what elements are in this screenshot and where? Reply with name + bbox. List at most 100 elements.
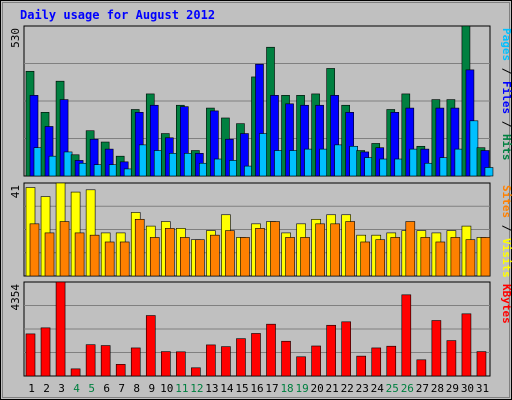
bar-kbytes-day-20 [311, 345, 321, 377]
y-max-label-mid: 41 [9, 185, 22, 198]
bar-pages-day-31 [484, 167, 494, 177]
bar-sites-day-19 [300, 237, 310, 277]
bar-sites-day-26 [405, 221, 416, 277]
bar-sites-day-9 [149, 237, 160, 277]
bar-sites-day-28 [435, 241, 446, 277]
bar-sites-day-18 [285, 237, 295, 277]
x-tick-label: 9 [148, 382, 155, 395]
bar-kbytes-day-24 [371, 347, 382, 377]
x-tick-label: 27 [416, 382, 429, 395]
bar-kbytes-day-22 [341, 321, 351, 377]
bar-kbytes-day-11 [176, 351, 186, 377]
y-max-label-top: 530 [9, 28, 22, 48]
bar-kbytes-day-4 [70, 368, 81, 377]
x-tick-label: 23 [356, 382, 369, 395]
bar-sites-day-22 [345, 221, 355, 277]
bar-sites-day-30 [465, 239, 476, 277]
x-tick-label: 13 [205, 382, 218, 395]
x-tick-label: 10 [160, 382, 173, 395]
legend-label-bot: KBytes [500, 284, 512, 324]
bar-sites-day-16 [255, 228, 265, 277]
legend-hits: Hits [500, 134, 512, 161]
bar-sites-day-11 [180, 237, 190, 277]
x-tick-label: 20 [311, 382, 324, 395]
x-tick-label: 14 [220, 382, 234, 395]
x-tick-label: 11 [175, 382, 188, 395]
bar-sites-day-10 [164, 228, 175, 277]
bar-sites-day-2 [44, 232, 55, 277]
bar-sites-day-12 [195, 239, 205, 277]
bar-kbytes-day-27 [416, 359, 427, 377]
x-tick-label: 8 [133, 382, 140, 395]
bar-kbytes-day-21 [326, 324, 336, 377]
x-tick-label: 17 [265, 382, 278, 395]
bar-kbytes-day-6 [100, 345, 111, 377]
bar-kbytes-day-10 [160, 351, 171, 377]
bar-kbytes-day-8 [130, 347, 141, 377]
bar-kbytes-day-31 [476, 351, 487, 377]
bar-sites-day-24 [375, 239, 386, 277]
x-tick-label: 2 [43, 382, 50, 395]
bar-sites-day-29 [450, 237, 461, 277]
x-tick-label: 3 [58, 382, 65, 395]
bar-kbytes-day-28 [431, 320, 442, 377]
x-tick-label: 19 [295, 382, 308, 395]
x-tick-label: 29 [446, 382, 459, 395]
bar-sites-day-1 [29, 223, 40, 277]
legend-pages: Pages [500, 28, 512, 61]
bar-sites-day-14 [225, 230, 235, 277]
legend-label-mid: Sites / Visits [500, 185, 512, 278]
bar-sites-day-3 [59, 221, 70, 277]
x-tick-label: 24 [371, 382, 385, 395]
legend-label-top: Pages / Files / Hits [500, 28, 512, 161]
bar-sites-day-6 [104, 241, 115, 277]
panel-top: 530 Pages / Files / Hits [9, 25, 512, 177]
legend- /: / [500, 114, 512, 134]
bar-sites-day-4 [74, 232, 85, 277]
bar-kbytes-day-25 [386, 345, 397, 377]
x-tick-label: 6 [103, 382, 110, 395]
x-tick-label: 22 [341, 382, 354, 395]
x-tick-label: 25 [386, 382, 399, 395]
bar-sites-day-5 [89, 234, 100, 277]
bar-sites-day-31 [480, 237, 491, 277]
bar-sites-day-13 [210, 234, 220, 277]
legend-files: Files [500, 81, 512, 114]
panel-mid: 41 Sites / Visits [9, 182, 512, 278]
bar-sites-day-20 [315, 223, 325, 277]
x-tick-label: 30 [461, 382, 474, 395]
legend-kbytes: KBytes [500, 284, 512, 324]
bar-sites-day-7 [119, 241, 130, 277]
x-tick-label: 28 [431, 382, 444, 395]
bar-kbytes-day-9 [145, 315, 156, 377]
bar-kbytes-day-12 [191, 367, 201, 377]
x-tick-label: 16 [250, 382, 263, 395]
x-tick-label: 15 [235, 382, 248, 395]
bar-kbytes-day-5 [85, 344, 96, 377]
x-tick-label: 7 [118, 382, 125, 395]
x-tick-label: 4 [73, 382, 80, 395]
panel-bot: 4354 KBytes [9, 281, 512, 377]
bar-sites-day-23 [360, 241, 371, 277]
bar-kbytes-day-13 [206, 344, 216, 377]
x-tick-label: 21 [326, 382, 339, 395]
legend- /: / [500, 218, 512, 238]
x-tick-label: 5 [88, 382, 95, 395]
bar-sites-day-17 [270, 221, 280, 277]
bar-kbytes-day-15 [236, 338, 246, 377]
y-max-label-bot: 4354 [9, 284, 22, 311]
x-tick-label: 1 [28, 382, 35, 395]
bar-kbytes-day-18 [281, 340, 291, 377]
bar-kbytes-day-19 [296, 356, 306, 377]
bar-sites-day-27 [420, 237, 431, 277]
x-tick-label: 31 [476, 382, 489, 395]
x-tick-label: 26 [401, 382, 414, 395]
bar-sites-day-25 [390, 237, 401, 277]
legend-visits: Visits [500, 238, 512, 278]
x-tick-label: 18 [280, 382, 293, 395]
bar-kbytes-day-16 [251, 333, 261, 377]
x-axis-labels: 1 2 3 4 5 6 7 8 9 10 11 12 13 14 15 16 17 18 19 20 21 22 23 24 2… [28, 382, 489, 395]
legend-sites: Sites [500, 185, 512, 218]
